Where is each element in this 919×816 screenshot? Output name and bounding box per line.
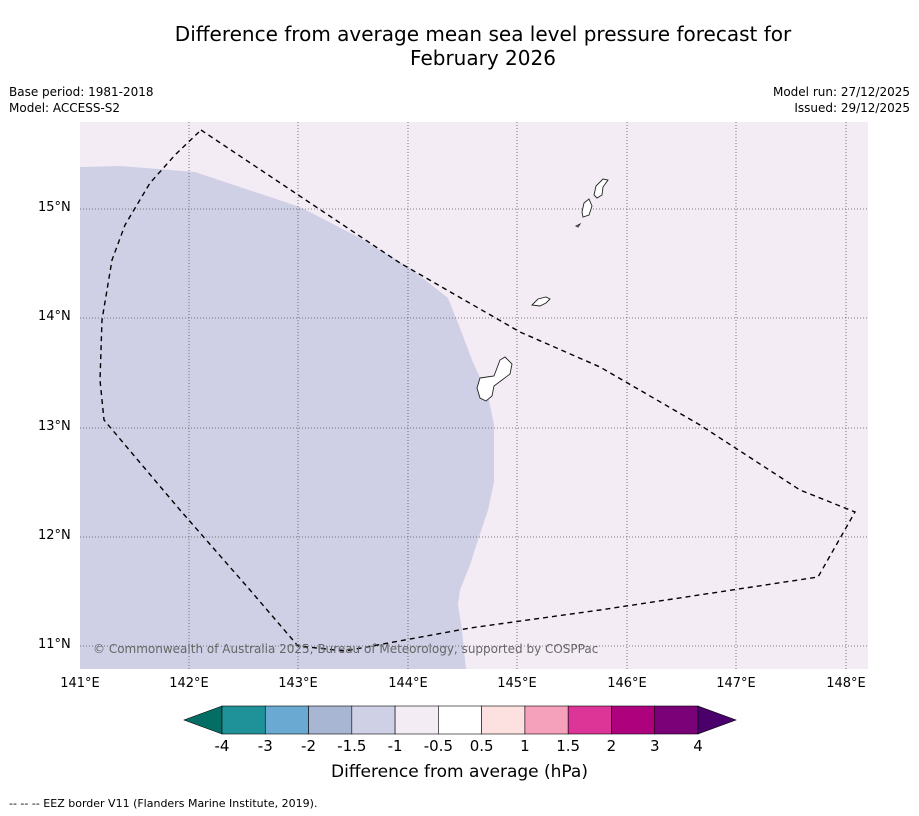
title-line-2: February 2026 [410, 46, 556, 70]
metadata-left: Base period: 1981-2018 Model: ACCESS-S2 [9, 84, 154, 116]
colorbar-label: 1.5 [556, 737, 581, 755]
colorbar-title: Difference from average (hPa) [331, 762, 588, 782]
eez-border [99, 129, 857, 652]
negative-anomaly-region [80, 166, 494, 669]
colorbar-bin [438, 705, 482, 735]
lat-tick-15: 15°N [38, 200, 71, 215]
colorbar-label: 4 [693, 737, 703, 755]
lon-tick-142: 142°E [169, 676, 209, 691]
model-name: Model: ACCESS-S2 [9, 101, 121, 115]
colorbar-bin [351, 705, 396, 735]
lon-tick-147: 147°E [716, 676, 756, 691]
islands [476, 178, 609, 402]
lon-tick-141: 141°E [60, 676, 100, 691]
island-aguijan [574, 222, 582, 228]
colorbar-bin [264, 705, 309, 735]
island-tinian [581, 198, 593, 218]
lon-tick-145: 145°E [497, 676, 537, 691]
chart-title: Difference from average mean sea level p… [80, 22, 886, 70]
colorbar-label: -2 [301, 737, 317, 755]
colorbar-label: 1 [520, 737, 530, 755]
colorbar-bin [481, 705, 526, 735]
island-guam [476, 356, 513, 402]
eez-legend-footer: -- -- -- EEZ border V11 (Flanders Marine… [9, 797, 318, 810]
lon-tick-144: 144°E [388, 676, 428, 691]
grid-lines [80, 122, 868, 669]
issued-date: Issued: 29/12/2025 [794, 101, 910, 115]
colorbar-bin [221, 705, 266, 735]
colorbar-bin [654, 705, 699, 735]
copyright-text: © Commonwealth of Australia 2025, Bureau… [93, 642, 598, 656]
colorbar-label: 0.5 [469, 737, 494, 755]
title-line-1: Difference from average mean sea level p… [174, 22, 792, 46]
colorbar-bin [524, 705, 569, 735]
colorbar [183, 705, 737, 735]
colorbar-label: -3 [257, 737, 273, 755]
colorbar-bin [611, 705, 656, 735]
colorbar-bin [394, 705, 439, 735]
island-saipan [593, 178, 609, 199]
base-period: Base period: 1981-2018 [9, 85, 154, 99]
lat-tick-13: 13°N [38, 419, 71, 434]
colorbar-label: -1 [387, 737, 403, 755]
colorbar-extend-max [697, 705, 737, 735]
metadata-right: Model run: 27/12/2025 Issued: 29/12/2025 [773, 84, 910, 116]
lat-tick-14: 14°N [38, 309, 71, 324]
model-run: Model run: 27/12/2025 [772, 85, 910, 99]
colorbar-extend-min [183, 705, 223, 735]
colorbar-label: 2 [606, 737, 617, 755]
colorbar-label: -4 [214, 737, 230, 755]
colorbar-label: 3 [649, 737, 660, 755]
lon-tick-143: 143°E [278, 676, 318, 691]
colorbar-bin [308, 705, 353, 735]
lon-tick-146: 146°E [607, 676, 647, 691]
island-rota [531, 296, 551, 307]
lat-tick-12: 12°N [38, 528, 71, 543]
colorbar-label: -1.5 [337, 737, 367, 755]
colorbar-label: -0.5 [423, 737, 453, 755]
lat-tick-11: 11°N [38, 637, 71, 652]
colorbar-bin [567, 705, 612, 735]
lon-tick-148: 148°E [826, 676, 866, 691]
